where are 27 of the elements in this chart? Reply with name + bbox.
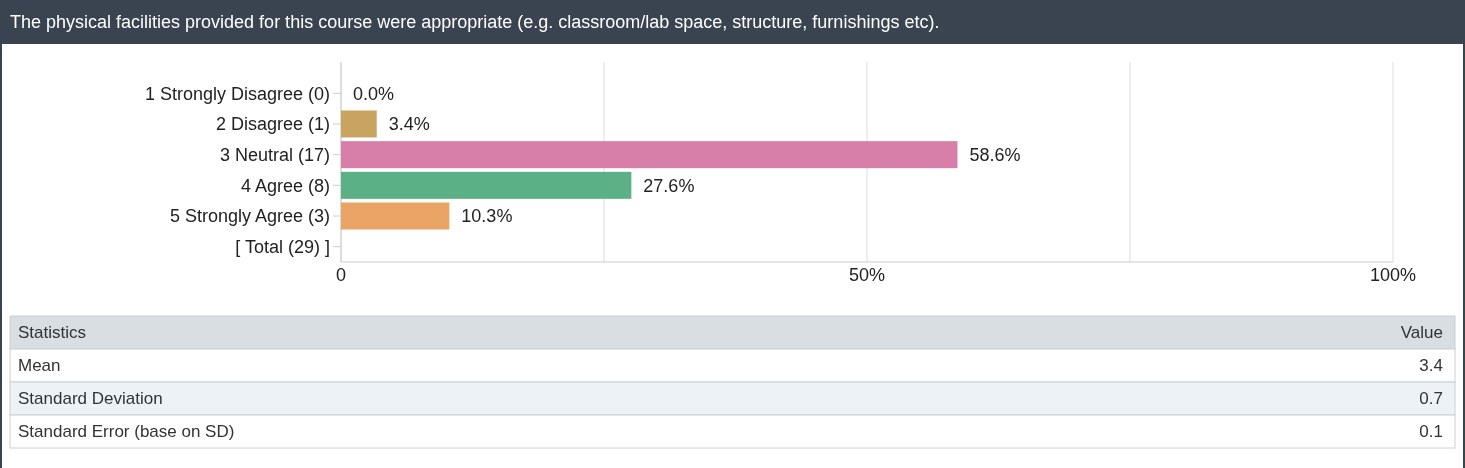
- data-label: 58.6%: [969, 144, 1021, 165]
- y-tick-label: 3 Neutral (17): [219, 144, 330, 165]
- y-tick-label: 2 Disagree (1): [215, 114, 330, 135]
- text: 0.1: [1419, 422, 1443, 442]
- data-label: 27.6%: [643, 175, 695, 196]
- chart-title: The physical facilities provided for this course were appropriate (e.g. classroom/lab space, structure, furnishings etc).: [10, 12, 940, 33]
- text: 0.7: [1419, 389, 1443, 409]
- bar: [341, 110, 377, 138]
- data-label: 3.4%: [388, 114, 430, 135]
- y-tick-label: [ Total (29) ]: [235, 236, 330, 257]
- y-tick-label: 5 Strongly Agree (3): [169, 206, 330, 227]
- text: Mean: [18, 356, 61, 376]
- text: Statistics: [18, 323, 87, 343]
- x-tick-label: 0: [335, 265, 347, 285]
- text: Standard Deviation: [18, 389, 163, 409]
- x-tick-label: 100%: [1369, 265, 1417, 285]
- text: 3.4: [1419, 356, 1443, 376]
- x-tick-label: 50%: [848, 265, 886, 285]
- bar: [341, 171, 632, 199]
- text: Value: [1400, 323, 1443, 343]
- data-label: 10.3%: [461, 206, 513, 227]
- text: Standard Error (base on SD): [18, 422, 235, 442]
- bar: [341, 202, 450, 230]
- y-tick-label: 4 Agree (8): [240, 175, 330, 196]
- bar: [341, 141, 958, 169]
- data-label: 0.0%: [353, 83, 395, 104]
- y-tick-label: 1 Strongly Disagree (0): [144, 83, 330, 104]
